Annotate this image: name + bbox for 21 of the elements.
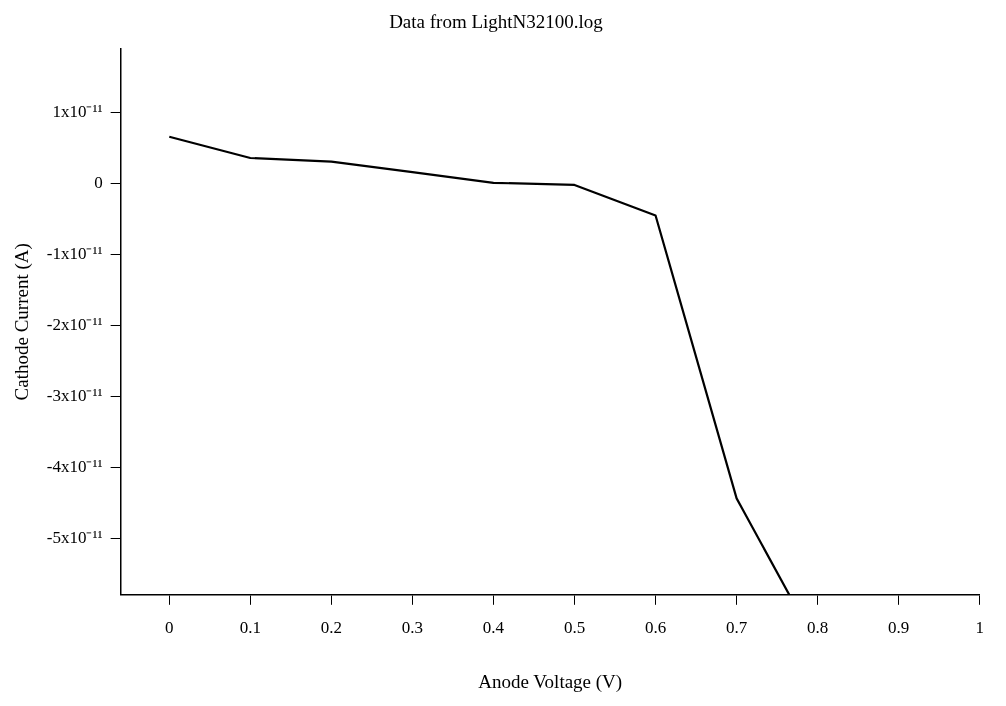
y-tick-label: -4x10⁻¹¹ — [46, 456, 103, 476]
x-axis-title: Anode Voltage (V) — [478, 670, 623, 693]
y-tick-label: -1x10⁻¹¹ — [46, 243, 103, 263]
chart-title: Data from LightN32100.log — [389, 11, 604, 33]
y-tick-label: 1x10⁻¹¹ — [52, 102, 103, 122]
y-tick-label: -5x10⁻¹¹ — [46, 527, 103, 547]
x-tick-label: 0 — [165, 618, 174, 638]
y-axis-title: Cathode Current (A) — [11, 243, 34, 401]
x-tick-label: 0.1 — [239, 618, 261, 638]
x-tick-label: 0.6 — [644, 618, 667, 638]
x-tick-label: 0.8 — [807, 618, 829, 638]
x-tick-label: 0.3 — [401, 618, 424, 638]
x-tick-label: 0.2 — [320, 618, 342, 638]
y-tick-label: -3x10⁻¹¹ — [46, 385, 103, 405]
x-tick-label: 0.7 — [725, 618, 748, 638]
x-tick-label: 0.5 — [563, 618, 586, 638]
y-tick-label: -2x10⁻¹¹ — [46, 314, 103, 334]
y-tick-label: 0 — [94, 173, 103, 192]
x-tick-label: 1 — [975, 618, 984, 638]
x-tick-label: 0.4 — [482, 618, 505, 638]
x-tick-label: 0.9 — [888, 618, 910, 638]
